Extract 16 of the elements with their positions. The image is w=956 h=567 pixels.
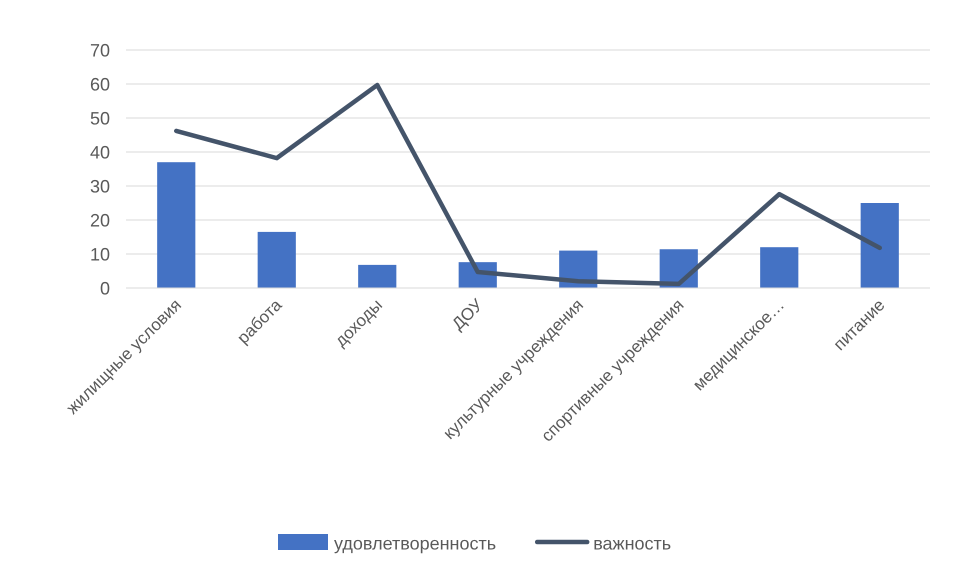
bar: [760, 247, 798, 288]
y-tick-label: 70: [90, 40, 110, 60]
bar: [358, 264, 396, 288]
y-tick-label: 0: [100, 278, 110, 298]
bar: [157, 162, 196, 288]
y-tick-label: 40: [90, 142, 110, 162]
legend-label: важность: [593, 533, 672, 554]
y-tick-label: 60: [90, 74, 110, 94]
y-tick-label: 10: [90, 244, 110, 264]
y-tick-label: 20: [90, 210, 110, 230]
legend-label: удовлетворенность: [334, 533, 496, 554]
y-tick-label: 30: [90, 176, 110, 196]
line-series: [174, 82, 882, 286]
y-tick-label: 50: [90, 108, 110, 128]
bar: [860, 203, 899, 288]
bar: [258, 232, 296, 288]
